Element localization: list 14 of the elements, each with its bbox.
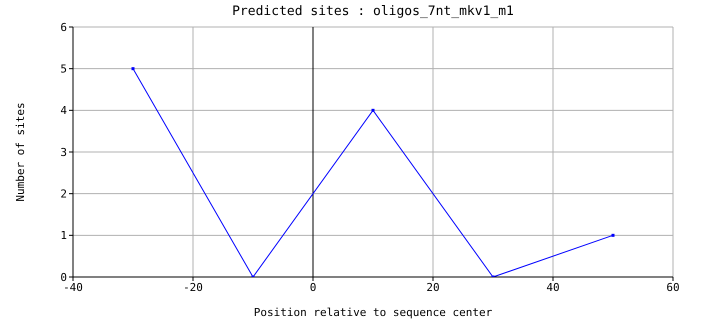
y-tick-label: 6 (60, 20, 67, 34)
y-axis-title: Number of sites (14, 102, 27, 202)
x-tick-label: 0 (310, 280, 316, 294)
x-axis-title: Position relative to sequence center (254, 306, 493, 319)
y-tick-label: 3 (60, 146, 67, 159)
x-tick-label: 60 (666, 280, 680, 294)
y-tick-label: 1 (60, 229, 67, 242)
y-tick-label: 4 (60, 104, 68, 118)
x-tick-label: 40 (546, 280, 560, 294)
x-tick-label: -20 (183, 280, 203, 294)
chart-title: Predicted sites : oligos_7nt_mkv1_m1 (231, 4, 515, 19)
x-tick-label: 20 (426, 280, 440, 294)
y-tick-label: 2 (60, 188, 67, 201)
y-tick-label: 5 (60, 62, 67, 76)
